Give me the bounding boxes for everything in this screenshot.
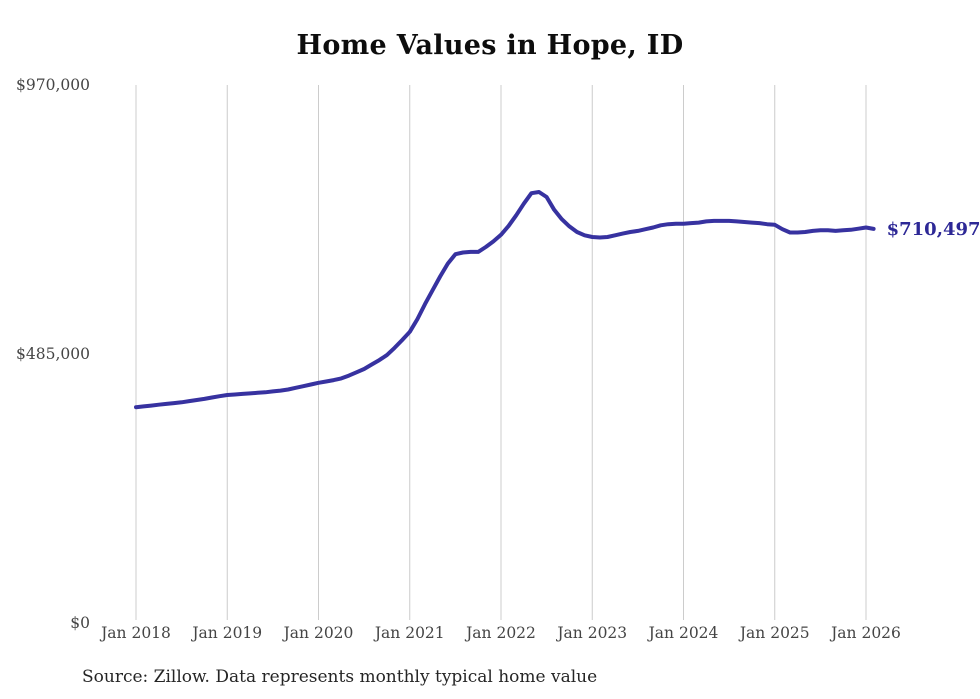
- x-axis-tick-label: Jan 2022: [464, 624, 536, 642]
- y-axis-tick-label: $970,000: [16, 76, 90, 94]
- x-axis-tick-label: Jan 2023: [555, 624, 627, 642]
- x-axis-tick-label: Jan 2024: [647, 624, 719, 642]
- home-value-line: [134, 190, 876, 410]
- x-axis-tick-label: Jan 2021: [373, 624, 445, 642]
- x-axis-tick-label: Jan 2026: [829, 624, 901, 642]
- source-note: Source: Zillow. Data represents monthly …: [82, 667, 598, 687]
- x-axis-tick-label: Jan 2025: [738, 624, 810, 642]
- x-axis-tick-label: Jan 2019: [190, 624, 262, 642]
- latest-value-label: $710,497: [887, 219, 980, 240]
- x-axis-tick-label: Jan 2020: [282, 624, 354, 642]
- y-axis-tick-label: $0: [70, 614, 90, 632]
- chart-title: Home Values in Hope, ID: [296, 30, 684, 61]
- y-axis-tick-label: $485,000: [16, 345, 90, 363]
- x-axis-tick-label: Jan 2018: [99, 624, 171, 642]
